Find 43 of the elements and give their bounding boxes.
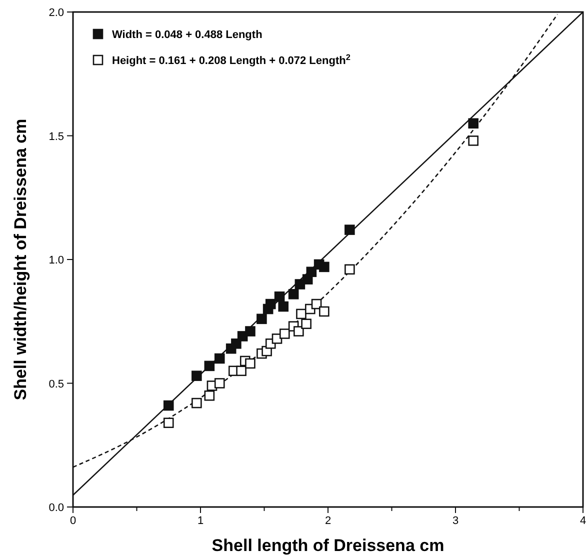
legend-label: Width = 0.048 + 0.488 Length xyxy=(112,29,263,41)
point xyxy=(278,301,289,312)
point xyxy=(301,318,312,329)
x-tick-label: 2 xyxy=(324,515,332,527)
y-tick-label: 0.5 xyxy=(48,378,64,390)
y-tick-label: 1.0 xyxy=(48,254,64,266)
point xyxy=(245,358,256,369)
y-tick-label: 0.0 xyxy=(48,502,64,514)
point xyxy=(296,308,306,320)
point xyxy=(294,326,304,336)
point xyxy=(256,314,267,324)
point xyxy=(163,418,174,428)
point xyxy=(192,398,202,408)
point xyxy=(468,118,478,129)
point xyxy=(344,224,355,235)
point xyxy=(204,390,215,401)
x-tick-label: 1 xyxy=(197,515,204,527)
point xyxy=(231,338,242,349)
point xyxy=(204,360,215,372)
point xyxy=(265,298,276,310)
point xyxy=(236,366,246,376)
point xyxy=(280,328,290,339)
point xyxy=(311,298,322,310)
legend-label: Height = 0.161 + 0.208 Length + 0.072 Length$^{2}$ xyxy=(112,52,351,67)
x-tick-label: 4 xyxy=(580,515,586,527)
y-tick-label: 2.0 xyxy=(48,7,64,19)
point xyxy=(245,326,256,336)
point xyxy=(288,289,299,300)
point xyxy=(306,266,317,278)
point xyxy=(468,136,478,146)
point xyxy=(274,291,285,302)
point xyxy=(214,353,225,364)
point xyxy=(344,264,355,275)
point xyxy=(163,400,174,411)
point xyxy=(192,370,202,381)
x-tick-label: 0 xyxy=(70,515,76,527)
point xyxy=(319,306,330,317)
point xyxy=(319,262,330,272)
point xyxy=(214,378,225,388)
x-tick-label: 3 xyxy=(452,515,459,527)
x-axis-title: Shell length of Dreissena cm xyxy=(212,536,444,555)
y-axis-title: Shell width/height of Dreissena cm xyxy=(11,118,30,400)
y-tick-label: 1.5 xyxy=(48,130,64,143)
